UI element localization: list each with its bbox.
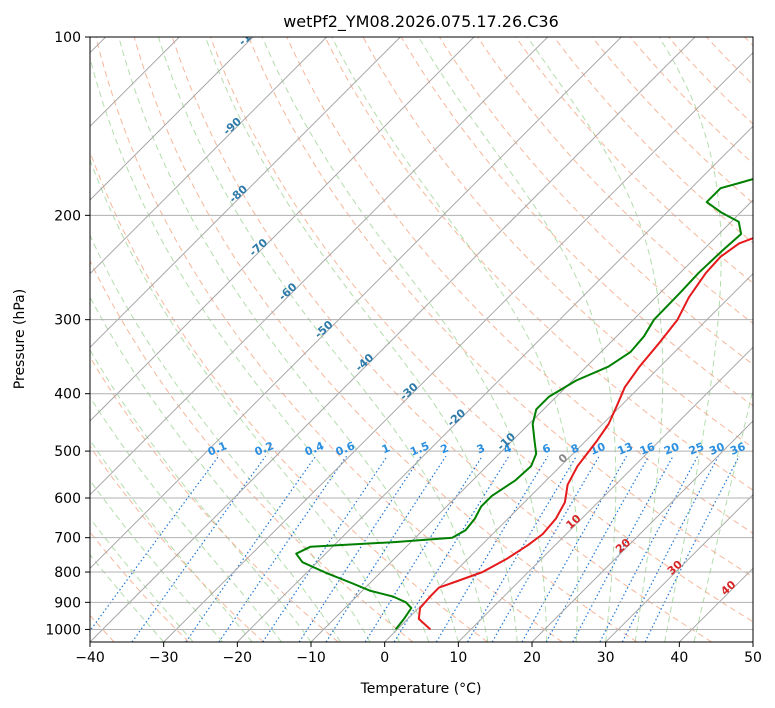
y-tick-label: 900 (54, 595, 81, 611)
moist-adiabat-line (658, 37, 722, 642)
mixing-ratio-label: 1 (380, 441, 392, 456)
isotherm-line (90, 37, 475, 422)
moist-adiabat-line (90, 55, 430, 642)
mixing-ratio-label: 16 (638, 440, 657, 458)
y-tick-label: 300 (54, 313, 81, 329)
dry-adiabat-line (210, 37, 753, 623)
mixing-ratio-line (90, 455, 220, 632)
x-tick-label: −20 (223, 650, 253, 666)
y-tick-label: 1000 (45, 622, 81, 638)
moist-adiabat-line (90, 479, 223, 642)
mixing-ratio-label: 36 (728, 440, 747, 458)
y-tick-label: 600 (54, 491, 81, 507)
dry-adiabat-line (95, 37, 563, 642)
x-axis-label: Temperature (°C) (360, 681, 482, 697)
dry-adiabat-line (324, 37, 753, 491)
moist-adiabat-line (204, 37, 518, 642)
mixing-ratio-label: 3 (475, 442, 487, 457)
dry-adiabat-line (591, 37, 753, 204)
y-axis-label: Pressure (hPa) (12, 289, 28, 389)
chart-title: wetPf2_YM08.2026.075.17.26.C36 (283, 12, 559, 32)
x-tick-label: 50 (744, 650, 762, 666)
moist-adiabat-line (90, 158, 400, 642)
isotherm-line (163, 51, 753, 642)
isotherm-line (90, 37, 254, 201)
dry-adiabat-line (400, 37, 753, 407)
x-tick-label: 40 (670, 650, 688, 666)
isotherm-line (90, 37, 328, 275)
isotherm-line (384, 272, 753, 642)
mixing-ratio-label: 2 (439, 441, 451, 456)
x-tick-label: 0 (380, 650, 389, 666)
y-tick-label: 400 (54, 387, 81, 403)
mixing-ratio-label: 8 (569, 442, 581, 457)
isotherm-line (90, 37, 549, 496)
mixing-ratio-label: 30 (707, 440, 726, 458)
moist-adiabat-line (527, 37, 664, 642)
isobar-gridlines (90, 37, 753, 630)
isotherm-line (90, 37, 696, 642)
x-tick-label: 10 (449, 650, 467, 666)
x-tick-label: 20 (523, 650, 541, 666)
profile-line (295, 178, 753, 631)
mixing-ratio-line (218, 455, 347, 642)
adiabat-label: -100 (236, 20, 265, 48)
x-tick-label: −30 (149, 650, 179, 666)
plot-frame (89, 36, 754, 643)
moist-adiabat-line (418, 37, 617, 642)
y-tick-label: 500 (54, 444, 81, 460)
profile-line (417, 237, 753, 631)
x-tick-label: −10 (296, 650, 326, 666)
isotherm-line (90, 37, 401, 349)
y-tick-label: 100 (54, 30, 81, 46)
dry-adiabat-line (248, 37, 753, 578)
isotherm-line (531, 420, 753, 642)
moist-adiabat-line (90, 517, 194, 642)
x-tick-label: 30 (597, 650, 615, 666)
sounding-profiles (295, 178, 753, 631)
y-tick-label: 800 (54, 565, 81, 581)
moist-adiabat-line (90, 396, 282, 642)
moist-adiabats (90, 37, 753, 642)
moist-adiabat-line (261, 37, 548, 642)
dry-adiabat-line (515, 37, 753, 284)
dry-adiabat-line (477, 37, 753, 325)
moist-adiabat-line (157, 37, 489, 642)
x-tick-label: −40 (75, 650, 105, 666)
isotherm-line (457, 346, 753, 642)
mixing-ratio-label: 20 (662, 440, 681, 458)
mixing-ratio-line (435, 455, 549, 642)
moist-adiabat-line (90, 234, 371, 642)
dry-adiabat-line (133, 37, 638, 642)
dry-adiabat-line (90, 445, 264, 642)
moist-adiabat-line (90, 439, 253, 642)
moist-adiabat-line (693, 386, 753, 642)
moist-adiabat-line (90, 554, 165, 642)
mixing-ratio-label: 25 (687, 440, 706, 458)
dry-adiabat-line (629, 37, 753, 165)
y-tick-label: 200 (54, 208, 81, 224)
dry-adiabat-line (171, 37, 712, 642)
moist-adiabat-line (331, 37, 579, 642)
y-axis-ticks: 100 200 300 400 500 600 700 800 900 1000 (45, 30, 90, 638)
isotherm-line (605, 493, 753, 642)
moist-adiabat-line (90, 296, 341, 642)
mixing-ratio-label: 13 (616, 440, 635, 458)
dry-adiabat-line (90, 259, 414, 642)
mixing-ratio-line (185, 455, 317, 642)
x-axis-ticks: −40 −30 −20 −10 0 10 20 30 40 50 (75, 642, 762, 666)
mixing-ratio-line (466, 455, 577, 642)
y-tick-label: 700 (54, 531, 81, 547)
isotherm-line (236, 125, 753, 642)
isotherm-line (90, 37, 622, 570)
